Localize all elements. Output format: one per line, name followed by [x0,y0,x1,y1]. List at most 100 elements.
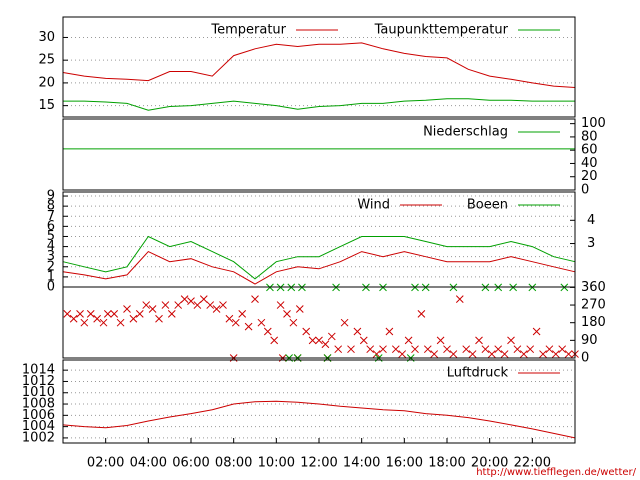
scatter-point [206,301,215,309]
scatter-point [551,350,560,358]
y-tick-label: 80 [581,129,598,144]
series-line [63,98,575,111]
y-tick-label: 4 [47,239,55,254]
scatter-point [276,301,285,309]
scatter-point [481,345,490,354]
scatter-point [263,327,272,336]
scatter-point [513,345,522,354]
scatter-point [129,314,138,323]
y-tick-label: 1012 [22,374,55,389]
y-tick-label: 180 [581,315,606,330]
scatter-point [231,318,240,327]
x-tick-label: 06:00 [172,456,209,471]
scatter-point [283,310,291,318]
scatter-point [379,345,387,354]
y-tick-label: 40 [581,156,598,171]
scatter-point [257,318,266,327]
scatter-point [372,350,381,358]
scatter-point [270,336,279,345]
y-tick-label: 270 [581,298,606,313]
panel-frame [62,286,576,359]
y-tick-label: 100 [581,116,606,131]
scatter-point [308,336,317,345]
y-tick-label: 360 [581,280,606,295]
scatter-point [519,350,528,358]
scatter-point [404,336,413,345]
scatter-point [398,350,407,358]
y-tick-label: 7 [47,209,55,224]
scatter-point [69,314,78,323]
scatter-point [423,345,432,354]
scatter-point [366,345,375,354]
scatter-point [347,345,355,354]
scatter-point [225,314,234,323]
scatter-point [251,295,259,304]
y-tick-label: 6 [47,219,55,234]
y-tick-label: 1004 [22,419,55,434]
x-tick-label: 18:00 [428,456,465,471]
scatter-point [455,295,464,304]
y-tick-label: 2 [47,259,55,274]
y-tick-label: 1 [47,269,55,284]
x-tick-label: 22:00 [514,456,551,471]
legend-label: Wind [357,198,390,213]
scatter-point [315,336,323,345]
scatter-point [475,336,483,345]
scatter-point [500,350,509,358]
scatter-point [167,310,176,318]
x-tick-label: 16:00 [386,456,423,471]
scatter-point [449,350,458,358]
y-tick-label: 1008 [22,397,55,412]
y-tick-label: 20 [38,75,55,90]
legend-label: Luftdruck [447,366,509,381]
scatter-point [321,340,330,349]
scatter-point [359,336,368,345]
scatter-point [142,301,151,309]
y-tick-label: 0 [581,351,589,366]
scatter-point [110,310,119,318]
scatter-point [507,336,515,345]
scatter-point [340,318,349,327]
y-tick-label: 20 [581,169,598,184]
scatter-point [430,350,439,358]
panel-frame [62,16,576,118]
scatter-point [468,350,477,358]
scatter-point [487,350,496,358]
y-tick-label: 5 [47,229,55,244]
series-line [62,235,576,280]
scatter-point [411,345,419,354]
scatter-point [99,318,108,327]
y-tick-label: 15 [38,98,55,113]
legend-label: Boeen [467,198,508,213]
scatter-point [219,301,227,309]
y2-tick-label: 4 [587,213,595,228]
scatter-point [103,310,112,318]
scatter-point [180,295,189,304]
scatter-point [212,305,221,313]
scatter-point [193,301,202,309]
scatter-point [63,310,72,318]
scatter-point [244,322,253,331]
scatter-point [174,301,183,309]
y-tick-label: 1014 [22,363,55,378]
x-tick-label: 14:00 [343,456,380,471]
y-tick-label: 1006 [22,408,55,423]
scatter-point [558,345,567,354]
x-tick-label: 10:00 [258,456,295,471]
scatter-point [289,318,298,327]
y-tick-label: 3 [47,249,55,264]
panel-frame [62,359,576,444]
series-line [62,42,576,88]
legend-label: Taupunkttemperatur [374,23,509,38]
legend-label: Niederschlag [423,125,508,140]
scatter-point [443,345,451,354]
scatter-point [238,310,247,318]
x-tick-label: 04:00 [130,456,167,471]
scatter-point [462,345,471,354]
scatter-point [532,327,541,336]
scatter-point [539,350,547,358]
scatter-point [116,318,125,327]
scatter-point [385,327,394,336]
x-tick-label: 08:00 [215,456,252,471]
